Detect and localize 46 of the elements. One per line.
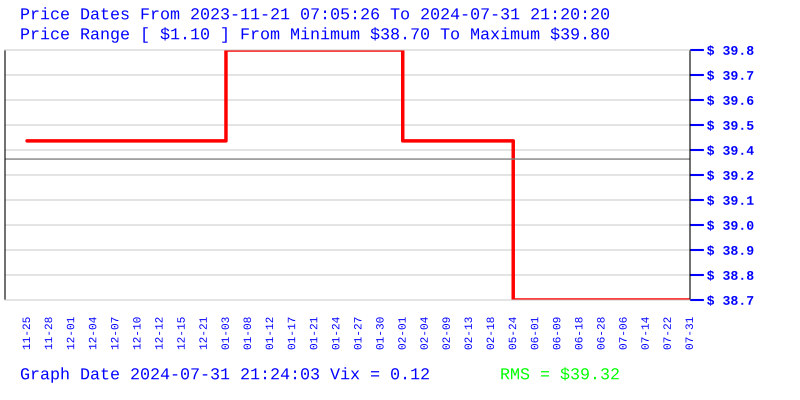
x-tick-label: 01-08: [244, 317, 252, 350]
x-tick-label: 02-18: [486, 317, 494, 350]
x-tick-label: 12-21: [199, 317, 207, 350]
x-tick-label: 11-25: [22, 317, 30, 350]
x-tick-label: 02-13: [464, 317, 472, 350]
y-tick-label: $ 39.1: [707, 195, 754, 206]
x-tick-label: 01-24: [332, 317, 340, 350]
y-tick-label: $ 38.9: [707, 245, 754, 256]
x-tick-label: 01-30: [376, 317, 384, 350]
x-tick-label: 02-09: [442, 317, 450, 350]
x-tick-label: 12-04: [88, 317, 96, 350]
x-tick-label: 06-18: [574, 317, 582, 350]
x-tick-label: 06-09: [552, 317, 560, 350]
y-tick-label: $ 38.8: [707, 270, 754, 281]
y-tick-label: $ 39.6: [707, 95, 754, 106]
x-tick-label: 12-07: [110, 318, 118, 350]
x-tick-label: 05-24: [508, 317, 516, 350]
text: Graph Date 2024-07-31 21:24:03 Vix = 0.12: [20, 367, 429, 383]
x-tick-label: 06-28: [597, 317, 605, 350]
x-tick-label: 01-12: [266, 317, 274, 350]
y-tick-label: $ 39.2: [707, 170, 754, 181]
x-tick-label: 01-17: [288, 318, 296, 350]
y-tick-label: $ 39.4: [707, 145, 754, 156]
y-tick-label: $ 39.0: [707, 220, 754, 231]
x-tick-label: 11-28: [44, 317, 52, 350]
chart-title: Price Dates From 2023-11-21 07:05:26 To 2024-07-31 21:20:20: [21, 7, 610, 20]
x-tick-label: 07-22: [663, 317, 671, 350]
y-tick-label: $ 39.5: [707, 120, 754, 131]
x-tick-label: 01-27: [354, 318, 362, 350]
y-tick-label: $ 39.7: [707, 70, 754, 81]
y-tick-label: $ 39.8: [707, 45, 754, 56]
x-tick-label: 01-03: [221, 317, 229, 350]
x-tick-label: 02-01: [398, 317, 406, 350]
x-tick-label: 07-14: [641, 317, 649, 350]
chart-subtitle: Price Range [ $1.10 ] From Minimum $38.70 To Maximum $39.80: [21, 27, 610, 43]
x-tick-label: 07-06: [619, 317, 627, 350]
text: RMS = $39.32: [501, 367, 619, 380]
x-tick-label: 12-12: [155, 317, 163, 350]
x-tick-label: 12-15: [177, 317, 185, 350]
x-tick-label: 02-04: [420, 317, 428, 350]
x-tick-label: 12-10: [133, 317, 141, 350]
x-tick-label: 06-01: [530, 317, 538, 350]
x-tick-label: 12-01: [66, 317, 74, 350]
x-tick-label: 01-21: [310, 317, 318, 350]
y-tick-label: $ 38.7: [707, 295, 754, 306]
x-tick-label: 07-31: [685, 317, 693, 350]
